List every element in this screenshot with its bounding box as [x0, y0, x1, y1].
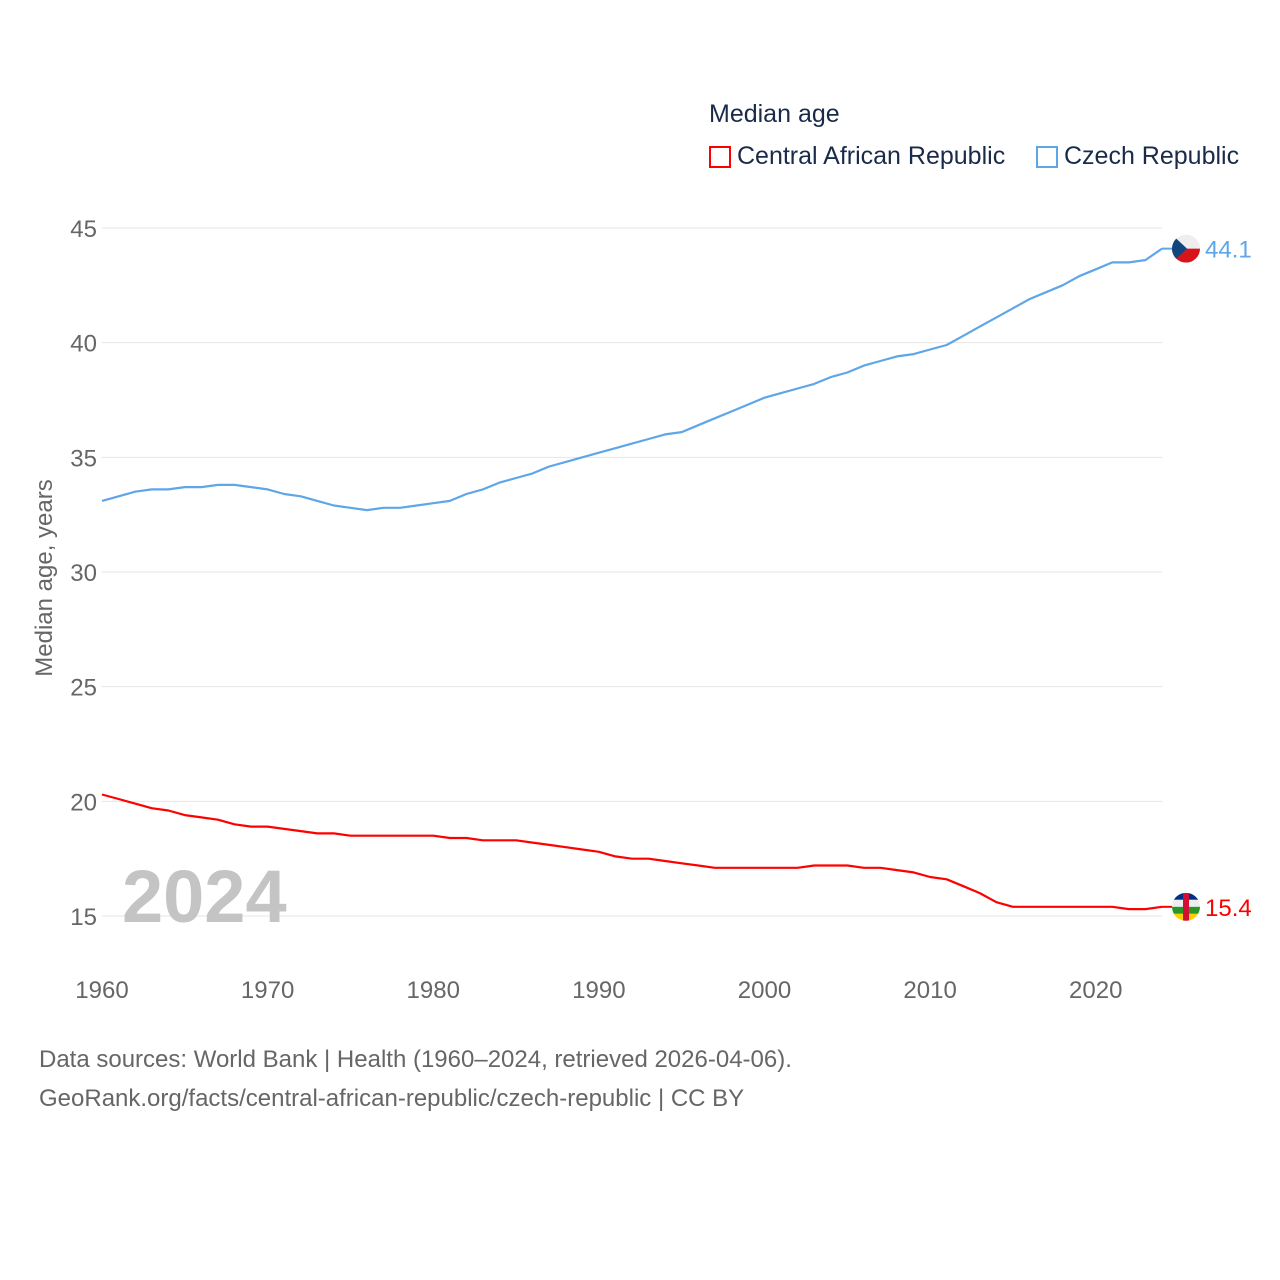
- x-tick-label: 1960: [75, 977, 128, 1004]
- legend-item-car[interactable]: Central African Republic: [709, 142, 1005, 171]
- x-tick-label: 2000: [738, 977, 791, 1004]
- x-tick-label: 1990: [572, 977, 625, 1004]
- legend-swatch-czech: [1036, 145, 1058, 168]
- y-axis-label: Median age, years: [31, 479, 58, 676]
- end-value-label: 15.4: [1205, 895, 1252, 922]
- footer-link[interactable]: GeoRank.org/facts/central-african-republ…: [39, 1085, 745, 1112]
- y-tick-label: 35: [70, 445, 97, 472]
- y-tick-label: 20: [70, 789, 97, 816]
- end-value-label: 44.1: [1205, 237, 1252, 264]
- y-tick-label: 40: [70, 331, 97, 358]
- series-line-1: [101, 247, 1163, 512]
- series-line-0: [101, 793, 1163, 911]
- car-flag-icon: [1172, 892, 1200, 921]
- footer-sources: Data sources: World Bank | Health (1960–…: [39, 1046, 792, 1073]
- legend-swatch-car: [709, 145, 731, 168]
- y-tick-label: 45: [70, 216, 97, 243]
- x-tick-label: 1970: [241, 977, 294, 1004]
- year-watermark: 2024: [122, 855, 287, 938]
- y-tick-label: 25: [70, 675, 97, 702]
- legend-label-czech: Czech Republic: [1064, 142, 1240, 170]
- x-tick-label: 2010: [903, 977, 956, 1004]
- y-tick-label: 15: [70, 904, 97, 931]
- x-tick-label: 2020: [1069, 977, 1122, 1004]
- czech-flag-icon: [1172, 234, 1200, 263]
- x-tick-label: 1980: [407, 977, 460, 1004]
- legend-title: Median age: [709, 100, 840, 128]
- legend-item-czech[interactable]: Czech Republic: [1036, 142, 1239, 171]
- y-tick-label: 30: [70, 560, 97, 587]
- legend-label-car: Central African Republic: [737, 142, 1006, 170]
